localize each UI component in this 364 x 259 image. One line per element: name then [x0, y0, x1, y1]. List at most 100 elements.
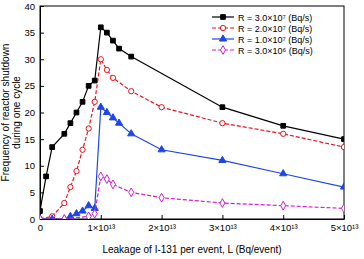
- y-axis-title: during one cycle: [11, 76, 22, 149]
- y-tick-label: 20: [24, 107, 35, 118]
- series-marker: [281, 131, 286, 136]
- legend-item: R = 1.0×10⁷ (Bq/s): [212, 35, 312, 45]
- series-marker: [68, 121, 73, 126]
- y-tick-label: 15: [24, 134, 35, 145]
- series-line: [40, 176, 344, 219]
- y-tick-label: 5: [30, 187, 35, 198]
- series-marker: [280, 170, 287, 176]
- x-tick-label: 4×10¹³: [270, 222, 298, 233]
- x-axis-title: Leakage of I-131 per event, L (Bq/event): [102, 244, 281, 255]
- series-marker: [98, 25, 103, 30]
- y-tick: 5: [30, 187, 44, 198]
- series-marker: [105, 30, 110, 35]
- legend-marker: [220, 25, 225, 30]
- plot-frame: [40, 6, 344, 219]
- series-line: [40, 59, 344, 219]
- series-marker: [220, 121, 225, 126]
- series-marker: [281, 123, 286, 128]
- series-marker: [128, 130, 135, 136]
- series-marker: [62, 215, 67, 219]
- series-marker: [86, 126, 91, 131]
- series-marker: [92, 78, 97, 83]
- series-marker: [50, 145, 55, 150]
- y-tick-mark: [40, 139, 44, 140]
- chart: 01×10¹³2×10¹³3×10¹³4×10¹³5×10¹³051015202…: [0, 0, 364, 259]
- y-tick-mark: [40, 59, 44, 60]
- series-marker: [341, 204, 344, 213]
- series-marker: [44, 174, 49, 179]
- series-marker: [220, 199, 225, 208]
- series-marker: [220, 105, 225, 110]
- series-marker: [111, 38, 116, 43]
- x-tick-mark: [344, 215, 345, 219]
- series-group: [40, 25, 344, 219]
- series-marker: [40, 215, 43, 219]
- x-axis: 01×10¹³2×10¹³3×10¹³4×10¹³5×10¹³: [38, 215, 359, 233]
- x-tick: 5×10¹³: [331, 215, 359, 233]
- legend: R = 3.0×10⁷ (Bq/s)R = 2.0×10⁷ (Bq/s)R = …: [212, 13, 313, 56]
- x-tick: 1×10¹³: [87, 215, 115, 233]
- series-marker: [281, 201, 286, 210]
- series-marker: [80, 100, 85, 105]
- series-marker: [115, 119, 122, 125]
- series-marker: [109, 114, 116, 120]
- y-tick: 15: [24, 134, 44, 145]
- x-tick-label: 0: [38, 222, 43, 233]
- x-tick: 4×10¹³: [270, 215, 298, 233]
- legend-label: R = 1.0×10⁷ (Bq/s): [238, 35, 312, 45]
- series-marker: [110, 75, 115, 80]
- y-tick: 35: [24, 27, 44, 38]
- x-axis-line: [41, 219, 345, 220]
- x-tick-label: 1×10¹³: [87, 222, 115, 233]
- legend-item: R = 2.0×10⁷ (Bq/s): [212, 24, 312, 34]
- series-marker: [62, 200, 67, 205]
- series-marker: [92, 209, 97, 218]
- series-marker: [98, 57, 103, 62]
- series-marker: [97, 103, 104, 109]
- series-marker: [86, 212, 91, 219]
- plot: 01×10¹³2×10¹³3×10¹³4×10¹³5×10¹³051015202…: [24, 1, 358, 233]
- y-tick-label: 35: [24, 27, 35, 38]
- y-axis-title: Frequency of reactor shutdown: [0, 44, 11, 182]
- series-marker: [74, 110, 79, 115]
- x-tick-mark: [101, 215, 102, 219]
- y-axis: 0510152025303540: [24, 1, 44, 225]
- x-tick-label: 5×10¹³: [331, 222, 359, 233]
- series-marker: [74, 168, 79, 173]
- y-tick-mark: [40, 33, 44, 34]
- legend-label: R = 3.0×10⁶ (Bq/s): [238, 46, 313, 56]
- series-marker: [159, 193, 164, 202]
- y-tick-label: 25: [24, 80, 35, 91]
- x-tick-mark: [283, 215, 284, 219]
- y-tick-mark: [40, 166, 44, 167]
- series-line: [40, 27, 344, 211]
- y-tick: 25: [24, 80, 44, 91]
- y-tick-mark: [40, 219, 44, 220]
- series-marker: [117, 46, 122, 51]
- legend-item: R = 3.0×10⁷ (Bq/s): [212, 13, 312, 23]
- legend-item: R = 3.0×10⁶ (Bq/s): [212, 46, 313, 56]
- series-marker: [129, 188, 134, 197]
- series-marker: [49, 215, 56, 219]
- x-tick-mark: [222, 215, 223, 219]
- y-tick: 10: [24, 160, 44, 171]
- series-marker: [340, 183, 344, 189]
- series-marker: [103, 108, 110, 114]
- series-marker: [342, 137, 344, 142]
- legend-label: R = 2.0×10⁷ (Bq/s): [238, 24, 312, 34]
- y-tick: 30: [24, 54, 44, 65]
- series-marker: [129, 89, 134, 94]
- legend-marker: [219, 35, 226, 41]
- series-marker: [104, 67, 109, 72]
- legend-label: R = 3.0×10⁷ (Bq/s): [238, 13, 312, 23]
- series-marker: [110, 180, 115, 189]
- y-tick-mark: [40, 6, 44, 7]
- series-marker: [85, 202, 92, 208]
- series-marker: [104, 175, 109, 184]
- x-tick: 3×10¹³: [209, 215, 237, 233]
- y-tick-mark: [40, 86, 44, 87]
- series-marker: [68, 184, 73, 189]
- series-marker: [158, 146, 165, 152]
- series-marker: [86, 84, 91, 89]
- series-marker: [40, 209, 42, 214]
